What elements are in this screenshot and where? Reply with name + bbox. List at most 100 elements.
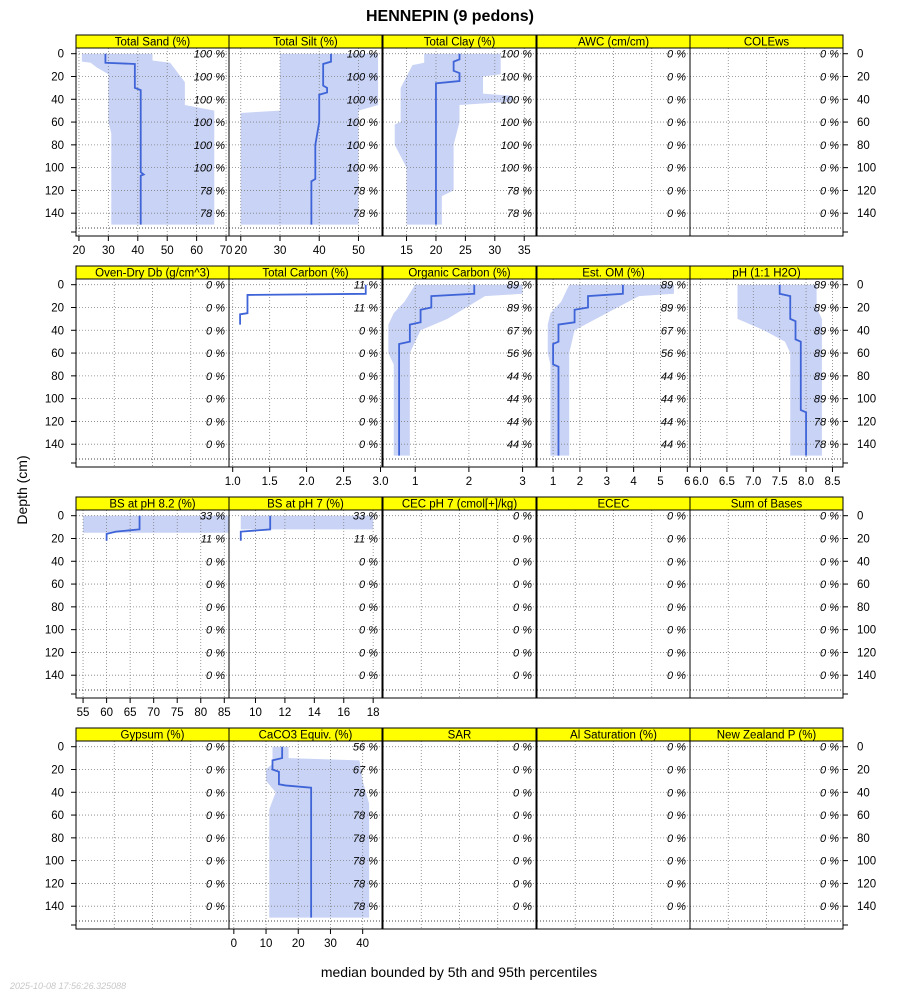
pct-label: 78 % (353, 810, 378, 822)
x-tick-label: 70 (147, 707, 160, 719)
y-axis-label: Depth (cm) (14, 455, 30, 524)
pct-label: 0 % (206, 280, 225, 292)
pct-label: 89 % (507, 302, 532, 314)
x-tick-label: 1 (412, 476, 418, 488)
panel: Organic Carbon (%)89 %89 %67 %56 %44 %44… (382, 265, 537, 488)
x-tick-label: 6 (684, 476, 690, 488)
pct-label: 56 % (507, 348, 532, 360)
panel-label: Organic Carbon (%) (408, 268, 510, 280)
panel-frame (228, 47, 383, 237)
y-tick-label: 100 (857, 163, 876, 175)
x-tick-label: 7.5 (772, 476, 788, 488)
pct-label: 78 % (814, 439, 839, 451)
pct-label: 78 % (507, 185, 532, 197)
y-tick-label: 60 (857, 810, 870, 822)
pct-label: 0 % (667, 185, 686, 197)
x-tick-label: 70 (220, 245, 233, 257)
panel-label: ECEC (598, 499, 630, 511)
panel: BS at pH 8.2 (%) 33 % 11 % 0 % 0 % 0 % 0 % 0 % 0… (45, 496, 231, 719)
pct-label: 0 % (513, 742, 532, 754)
pct-label: 0 % (667, 533, 686, 545)
panel: Sum of Bases 0 % 0 % 0 % 0 % 0 % 0 % 0 % 0 % 0 20 4… (689, 496, 876, 699)
pct-label: 0 % (820, 140, 839, 152)
x-tick-label: 3 (519, 476, 525, 488)
pct-label: 0 % (667, 833, 686, 845)
pct-label: 0 % (820, 94, 839, 106)
pct-label: 100 % (501, 49, 532, 61)
pct-label: 0 % (206, 810, 225, 822)
x-tick-label: 6.0 (693, 476, 709, 488)
pct-label: 0 % (820, 163, 839, 175)
pct-label: 0 % (667, 878, 686, 890)
y-tick-label: 120 (45, 416, 64, 428)
x-tick-label: 2.5 (336, 476, 352, 488)
panel-label: BS at pH 8.2 (%) (109, 499, 195, 511)
panel: CEC pH 7 (cmol[+]/kg)0 %0 %0 %0 %0 %0 %0… (382, 496, 537, 699)
x-tick-label: 40 (313, 245, 326, 257)
pct-label: 0 % (359, 348, 378, 360)
median-line (239, 284, 367, 325)
y-tick-label: 20 (51, 71, 64, 83)
y-tick-label: 100 (45, 856, 64, 868)
x-tick-label: 35 (518, 245, 531, 257)
pct-label: 0 % (820, 878, 839, 890)
pct-label: 0 % (667, 117, 686, 129)
pct-label: 44 % (507, 416, 532, 428)
pct-label: 11 % (354, 302, 378, 314)
pct-label: 0 % (513, 856, 532, 868)
percentile-band (547, 284, 674, 456)
y-tick-label: 120 (45, 878, 64, 890)
y-tick-label: 80 (51, 140, 64, 152)
pct-label: 33 % (200, 511, 225, 523)
panel-frame (689, 740, 844, 930)
pct-label: 78 % (200, 208, 225, 220)
x-tick-label: 10 (260, 938, 273, 950)
x-tick-label: 20 (73, 245, 86, 257)
pct-label: 100 % (501, 71, 532, 83)
pct-label: 78 % (353, 185, 378, 197)
y-tick-label: 20 (51, 302, 64, 314)
panel-label: Oven-Dry Db (g/cm^3) (95, 268, 210, 280)
pct-label: 0 % (513, 602, 532, 614)
x-tick-label: 1.0 (225, 476, 241, 488)
panel-label: Total Silt (%) (273, 37, 338, 49)
pct-label: 0 % (359, 416, 378, 428)
x-tick-label: 85 (218, 707, 231, 719)
pct-label: 0 % (667, 670, 686, 682)
pct-label: 11 % (201, 533, 225, 545)
panel-label: New Zealand P (%) (717, 730, 817, 742)
pct-label: 0 % (206, 878, 225, 890)
pct-label: 78 % (353, 901, 378, 913)
x-tick-label: 75 (171, 707, 184, 719)
median-line (778, 284, 807, 456)
y-tick-label: 0 (58, 511, 64, 523)
pct-label: 0 % (513, 670, 532, 682)
pct-label: 100 % (501, 140, 532, 152)
pct-label: 0 % (513, 901, 532, 913)
percentile-band (81, 53, 215, 225)
y-tick-label: 0 (857, 49, 863, 61)
pct-label: 67 % (353, 764, 378, 776)
pct-label: 78 % (353, 878, 378, 890)
panel: Oven-Dry Db (g/cm^3)0 %0 %0 %0 %0 %0 %0 … (45, 265, 230, 468)
pct-label: 0 % (820, 185, 839, 197)
y-tick-label: 140 (857, 901, 876, 913)
panel-label: Total Sand (%) (115, 37, 191, 49)
y-tick-label: 80 (51, 602, 64, 614)
y-tick-label: 20 (857, 71, 870, 83)
pct-label: 67 % (507, 325, 532, 337)
x-tick-label: 25 (459, 245, 472, 257)
x-tick-label: 30 (488, 245, 501, 257)
y-tick-label: 40 (51, 787, 64, 799)
pct-label: 0 % (206, 371, 225, 383)
pct-label: 44 % (661, 371, 686, 383)
x-tick-label: 5 (657, 476, 663, 488)
pct-label: 100 % (347, 140, 378, 152)
pct-label: 78 % (353, 208, 378, 220)
pct-label: 0 % (513, 647, 532, 659)
panel: BS at pH 7 (%) 33 % 11 % 0 % 0 % 0 % 0 % 0 % 0 %… (228, 496, 383, 719)
panel-label: CEC pH 7 (cmol[+]/kg) (402, 499, 518, 511)
pct-label: 0 % (206, 325, 225, 337)
y-tick-label: 140 (857, 208, 876, 220)
pct-label: 89 % (814, 280, 839, 292)
